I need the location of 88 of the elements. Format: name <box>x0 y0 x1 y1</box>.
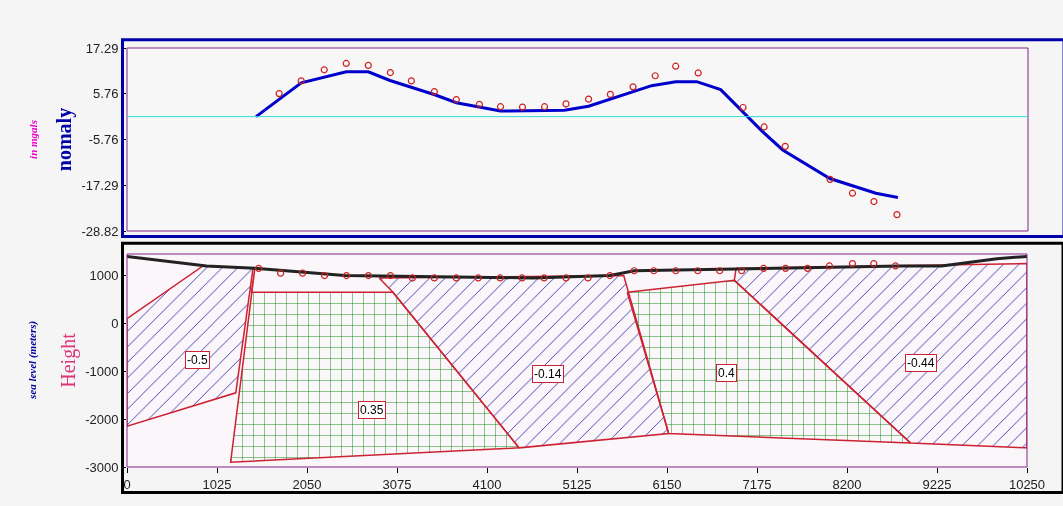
y-tick-label: -3000 <box>85 459 119 475</box>
point <box>672 267 680 275</box>
point <box>364 61 372 70</box>
annotation: 0.4 <box>718 366 736 380</box>
point <box>430 88 438 96</box>
point <box>475 100 483 108</box>
y-axis-title: Height <box>56 332 80 388</box>
point <box>651 72 659 80</box>
x-tick-label: 0 <box>123 476 131 492</box>
y-tick-label: -2000 <box>85 411 119 427</box>
point <box>606 90 614 98</box>
point <box>430 274 438 282</box>
y-tick-label: -5.76 <box>88 132 119 148</box>
point <box>386 68 394 77</box>
point <box>739 103 747 112</box>
point <box>584 274 592 282</box>
point <box>452 95 460 104</box>
x-tick-label: 6150 <box>652 476 682 492</box>
y-axis-title: nomaly <box>53 107 77 172</box>
point <box>496 103 505 111</box>
point <box>562 274 570 282</box>
point <box>781 264 790 272</box>
x-tick-label: 2050 <box>292 476 322 492</box>
text: sea level (meters) <box>26 320 39 400</box>
point <box>452 274 460 282</box>
point <box>342 59 350 68</box>
point <box>562 100 570 108</box>
annotation: -0.44 <box>907 356 935 370</box>
point <box>848 259 857 268</box>
annotation: 0.35 <box>360 403 384 417</box>
point <box>407 77 415 85</box>
point <box>297 77 305 85</box>
x-tick-label: 9225 <box>922 476 952 492</box>
point <box>320 271 329 280</box>
point <box>848 189 857 197</box>
point <box>320 66 328 74</box>
point <box>694 69 702 77</box>
point <box>540 274 548 282</box>
y-tick-label: 17.29 <box>85 40 119 56</box>
point <box>781 142 789 150</box>
x-tick-label: 4100 <box>472 476 502 492</box>
point <box>716 267 724 275</box>
point <box>760 123 768 131</box>
y-tick-label: -1000 <box>85 363 119 379</box>
y-tick-label: -17.29 <box>81 177 119 193</box>
point <box>629 83 637 91</box>
point <box>342 271 351 280</box>
point <box>694 267 702 275</box>
point <box>672 62 680 70</box>
point <box>803 264 812 272</box>
x-tick-label: 7175 <box>742 476 772 492</box>
point <box>540 103 549 111</box>
point <box>518 103 527 111</box>
annotation: -0.5 <box>187 353 208 367</box>
x-tick-label: 3075 <box>382 476 412 492</box>
point <box>277 269 285 277</box>
text: in mgals <box>26 120 39 159</box>
y-tick-label: 1000 <box>89 268 119 284</box>
point <box>825 262 834 270</box>
point <box>408 274 416 282</box>
x-tick-label: 5125 <box>562 476 592 492</box>
point <box>891 262 900 270</box>
point <box>893 211 901 219</box>
point <box>299 269 307 277</box>
line-series <box>254 70 900 200</box>
point <box>584 95 593 103</box>
point <box>650 267 658 275</box>
x-tick-label: 10250 <box>1008 476 1046 492</box>
point <box>474 274 482 282</box>
y-tick-label: -28.82 <box>81 223 119 239</box>
point <box>870 259 878 268</box>
x-tick-label: 8200 <box>832 476 862 492</box>
point <box>275 90 283 98</box>
point <box>826 175 834 183</box>
point <box>364 271 373 280</box>
x-tick-label: 1025 <box>202 476 232 492</box>
point <box>870 197 878 206</box>
point <box>759 264 768 272</box>
point <box>496 274 504 282</box>
y-tick-label: 0 <box>111 315 119 331</box>
point <box>518 274 526 282</box>
point <box>606 271 614 280</box>
point <box>630 267 638 275</box>
annotation: -0.14 <box>534 367 562 381</box>
point <box>386 271 395 280</box>
y-tick-label: 5.76 <box>93 86 119 102</box>
point <box>738 267 746 275</box>
point <box>255 264 263 272</box>
